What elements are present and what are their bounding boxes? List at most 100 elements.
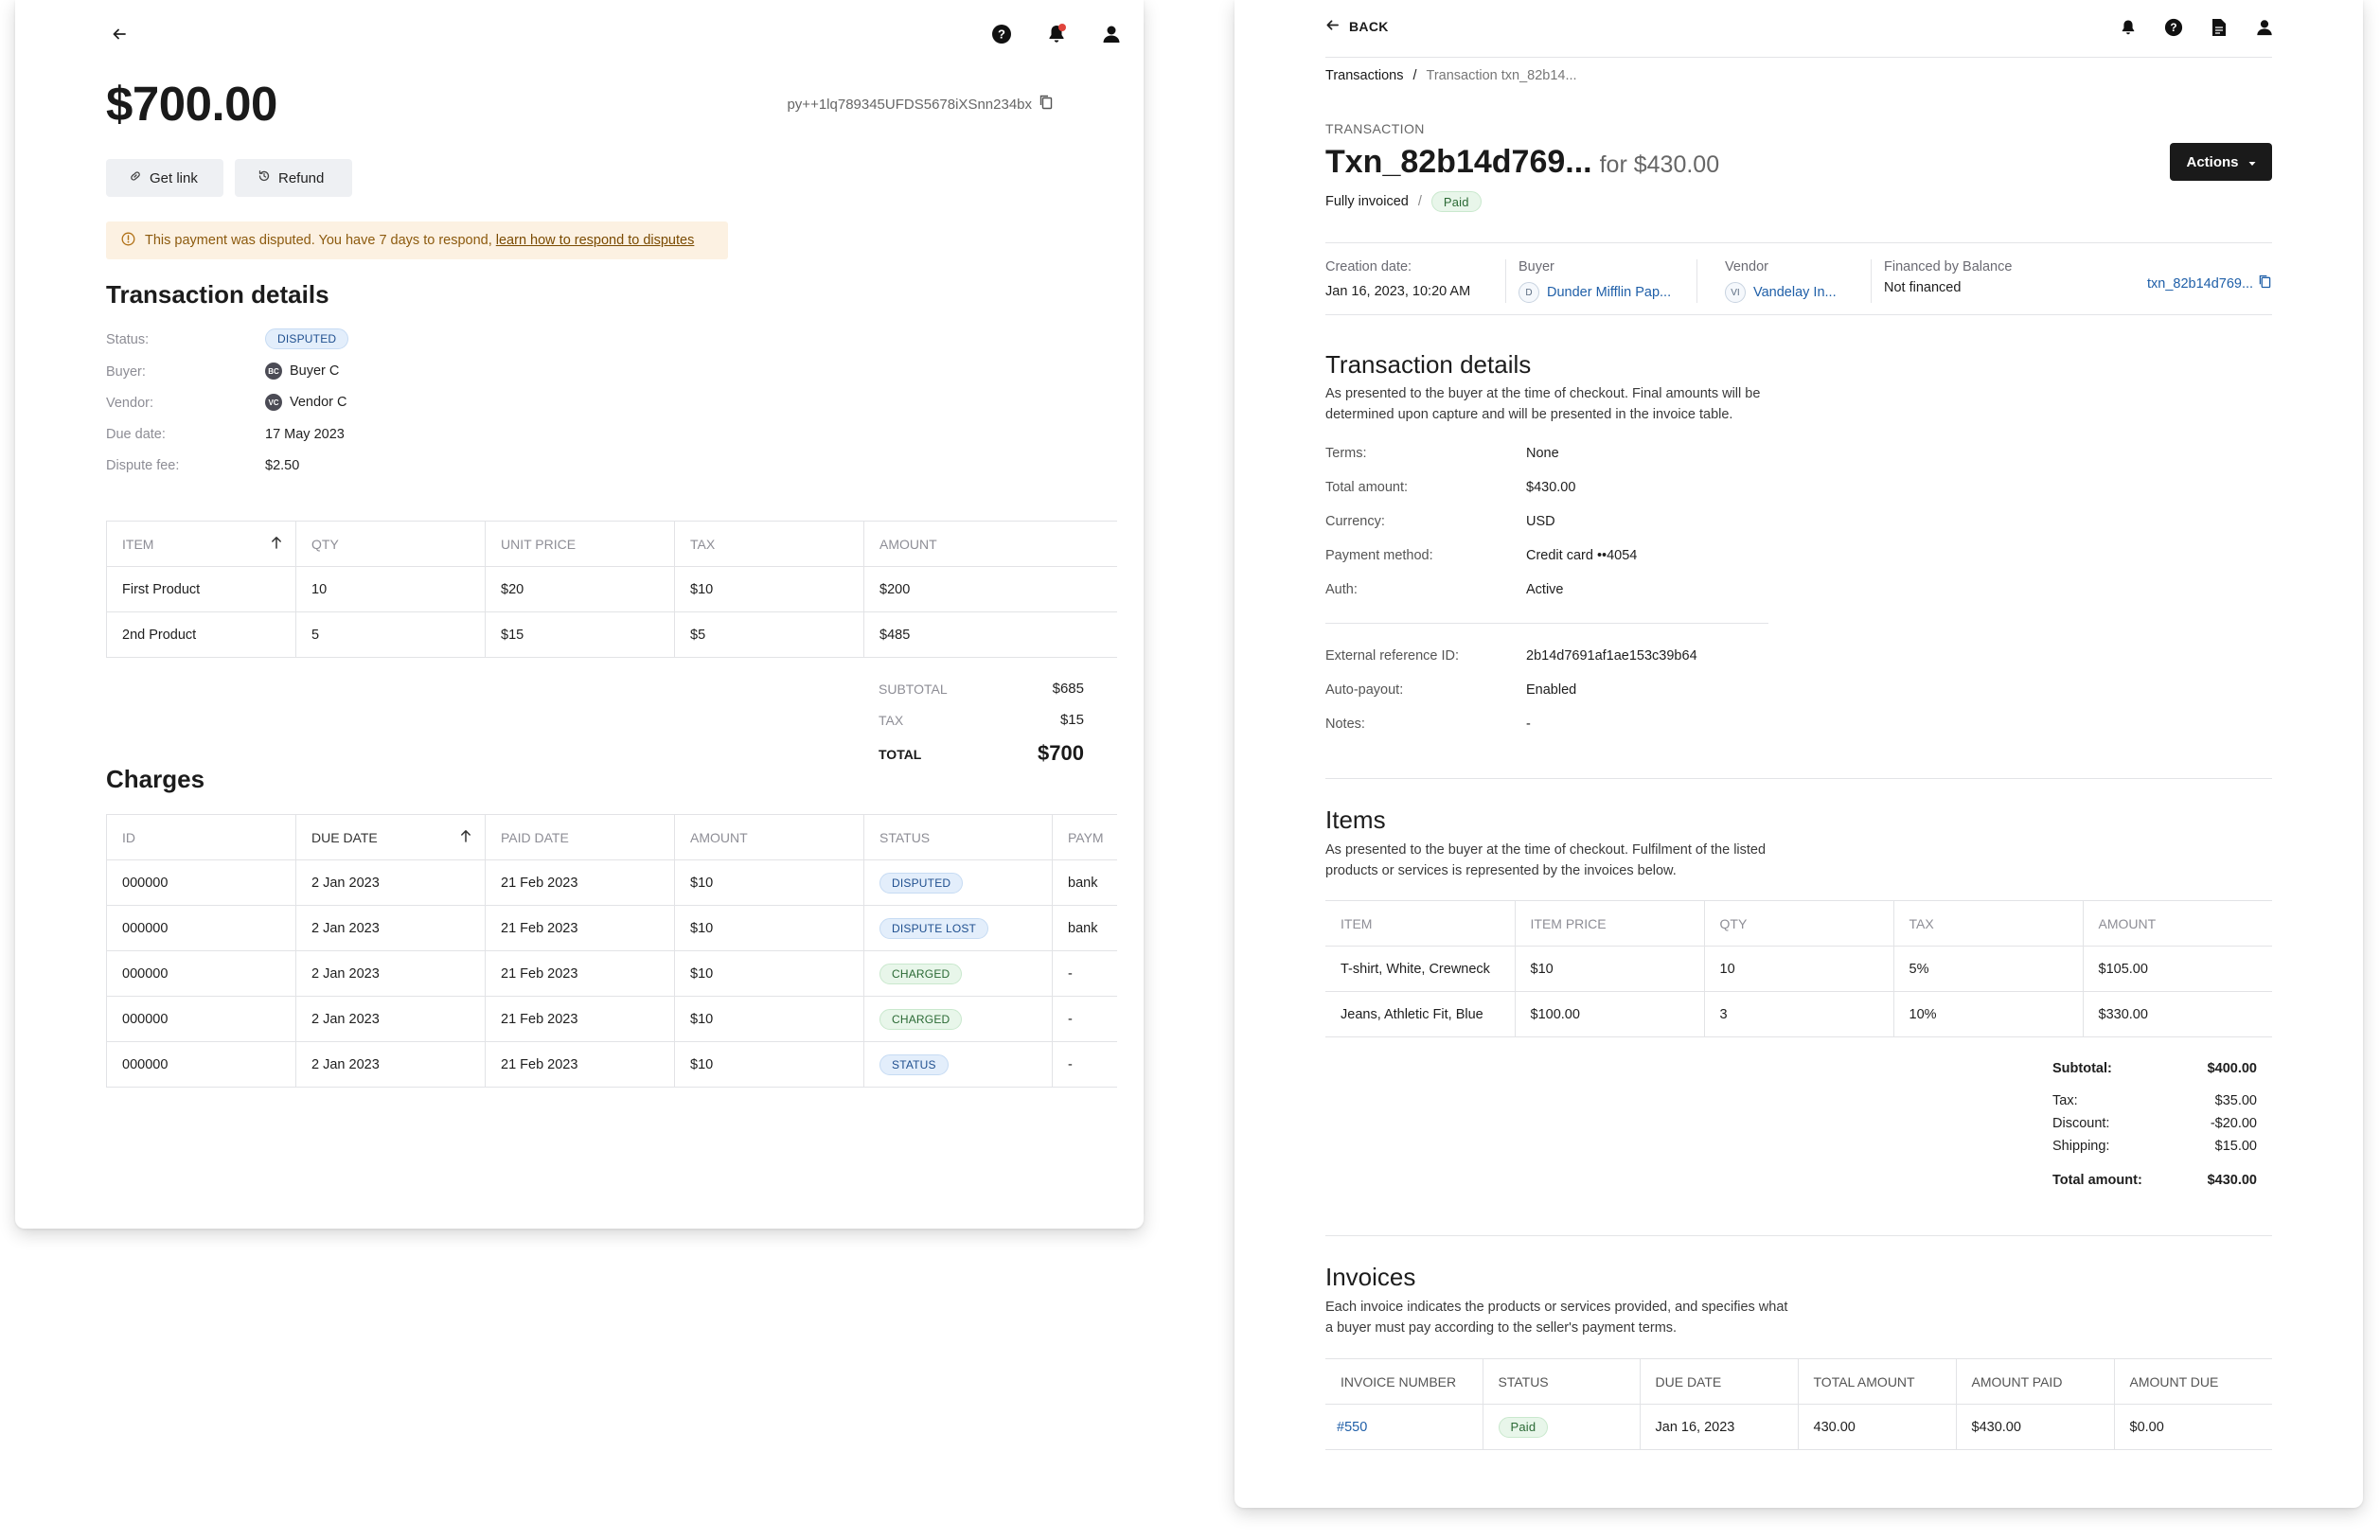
back-arrow-icon[interactable] [106,21,133,47]
invoice-due-amount: $0.00 [2113,1404,2272,1450]
column-header-paid-date[interactable]: PAID DATE [485,814,675,860]
invoice-state: Fully invoiced [1325,194,1409,209]
notification-bell-icon[interactable] [2115,14,2141,41]
charge-due-date: 2 Jan 2023 [295,1041,486,1088]
table-row[interactable]: 000000 2 Jan 2023 21 Feb 2023 $10 DISPUT… [106,859,1117,906]
column-header-amount-paid[interactable]: AMOUNT PAID [1955,1358,2115,1405]
column-header-unit-price[interactable]: UNIT PRICE [485,521,675,567]
page-title: Txn_82b14d769... for $430.00 [1325,144,1719,181]
buyer-link[interactable]: D Dunder Mifflin Pap... [1519,282,1671,303]
items-description: As presented to the buyer at the time of… [1325,842,1767,878]
user-profile-icon[interactable] [2251,14,2278,41]
subtotal-label: SUBTOTAL [879,681,948,697]
buyer-avatar: BC [265,363,282,380]
column-header-amount-due[interactable]: AMOUNT DUE [2113,1358,2272,1405]
breadcrumb: Transactions / Transaction txn_82b14... [1325,68,1577,83]
charge-status: CHARGED [863,996,1053,1042]
table-row[interactable]: 000000 2 Jan 2023 21 Feb 2023 $10 CHARGE… [106,996,1117,1042]
table-row[interactable]: 000000 2 Jan 2023 21 Feb 2023 $10 CHARGE… [106,950,1117,997]
invoice-status: Paid [1482,1404,1641,1450]
tax-value: $35.00 [2214,1093,2257,1108]
column-header-total-amount[interactable]: TOTAL AMOUNT [1797,1358,1957,1405]
item-qty: 10 [295,566,486,612]
breadcrumb-transactions[interactable]: Transactions [1325,68,1404,83]
invoice-number-link[interactable]: #550 [1325,1404,1483,1450]
column-header-tax[interactable]: TAX [1892,900,2084,947]
back-arrow-icon [1325,18,1340,35]
column-header-payment[interactable]: PAYM [1052,814,1117,860]
column-header-status[interactable]: STATUS [1482,1358,1641,1405]
charge-amount: $10 [674,1041,864,1088]
breadcrumb-current: Transaction txn_82b14... [1426,68,1577,83]
notification-bell-icon[interactable] [1043,21,1070,47]
item-tax: 5% [1892,946,2084,992]
financed-meta: Financed by Balance Not financed [1884,259,2012,295]
item-tax: $5 [674,611,864,658]
item-qty: 5 [295,611,486,658]
actions-button[interactable]: Actions [2170,143,2272,181]
column-header-id[interactable]: ID [106,814,296,860]
column-header-amount[interactable]: AMOUNT [863,521,1117,567]
user-profile-icon[interactable] [1098,21,1125,47]
column-header-tax[interactable]: TAX [674,521,864,567]
charge-due-date: 2 Jan 2023 [295,859,486,906]
column-header-amount[interactable]: AMOUNT [2082,900,2272,947]
table-row[interactable]: #550 Paid Jan 16, 2023 430.00 $430.00 $0… [1325,1404,2272,1450]
table-row: Jeans, Athletic Fit, Blue $100.00 3 10% … [1325,991,2272,1037]
sort-arrow-icon[interactable] [460,829,471,845]
terms-label: Terms: [1325,446,1367,461]
item-amount: $330.00 [2082,991,2272,1037]
buyer-name: Dunder Mifflin Pap... [1547,285,1672,300]
column-header-status[interactable]: STATUS [863,814,1053,860]
tax-value: $15 [1059,712,1084,728]
link-icon [129,169,142,186]
warning-icon [121,232,135,250]
caret-down-icon [2248,154,2256,170]
auto-payout-label: Auto-payout: [1325,682,1404,698]
item-qty: 3 [1703,991,1894,1037]
divider [1871,259,1872,303]
item-qty: 10 [1703,946,1894,992]
column-header-invoice-number[interactable]: INVOICE NUMBER [1325,1358,1483,1405]
refund-button[interactable]: Refund [235,159,352,197]
transaction-id-title: Txn_82b14d769... [1325,144,1592,180]
status-badge: DISPUTED [879,872,964,894]
dispute-help-link[interactable]: learn how to respond to disputes [495,233,695,248]
column-header-due-date[interactable]: DUE DATE [1639,1358,1799,1405]
help-icon[interactable]: ? [988,21,1015,47]
item-tax: 10% [1892,991,2084,1037]
copy-icon[interactable] [2259,274,2271,292]
column-header-item[interactable]: ITEM [106,521,296,567]
copy-icon[interactable] [1039,95,1053,114]
item-amount: $200 [863,566,1117,612]
charge-amount: $10 [674,859,864,906]
back-button[interactable]: BACK [1325,18,1389,35]
transaction-details-description: As presented to the buyer at the time of… [1325,386,1761,422]
total-label: TOTAL [879,747,922,762]
column-header-due-date[interactable]: DUE DATE [295,814,486,860]
items-table: ITEM ITEM PRICE QTY TAX AMOUNT T-shirt, … [1325,900,2272,1037]
sort-arrow-icon[interactable] [271,536,282,552]
buyer-avatar: D [1519,282,1539,303]
table-row[interactable]: 000000 2 Jan 2023 21 Feb 2023 $10 DISPUT… [106,905,1117,951]
svg-text:?: ? [998,27,1005,42]
column-header-amount[interactable]: AMOUNT [674,814,864,860]
invoices-table: INVOICE NUMBER STATUS DUE DATE TOTAL AMO… [1325,1358,2272,1450]
column-header-qty[interactable]: QTY [295,521,486,567]
table-row[interactable]: 000000 2 Jan 2023 21 Feb 2023 $10 STATUS… [106,1041,1117,1088]
items-heading: Items [1325,805,1386,834]
transaction-id-copy[interactable]: txn_82b14d769... [2147,274,2271,292]
vendor-link[interactable]: VI Vandelay In... [1725,282,1837,303]
get-link-label: Get link [150,169,198,186]
get-link-button[interactable]: Get link [106,159,223,197]
charge-paid-date: 21 Feb 2023 [485,905,675,951]
invoice-total: 430.00 [1797,1404,1957,1450]
help-icon[interactable]: ? [2160,14,2187,41]
column-header-item-price[interactable]: ITEM PRICE [1514,900,1705,947]
column-header-item[interactable]: ITEM [1325,900,1516,947]
divider [1325,1235,2272,1236]
charge-due-date: 2 Jan 2023 [295,950,486,997]
vendor-meta: Vendor VI Vandelay In... [1725,259,1837,303]
column-header-qty[interactable]: QTY [1703,900,1894,947]
document-icon[interactable] [2206,14,2232,41]
